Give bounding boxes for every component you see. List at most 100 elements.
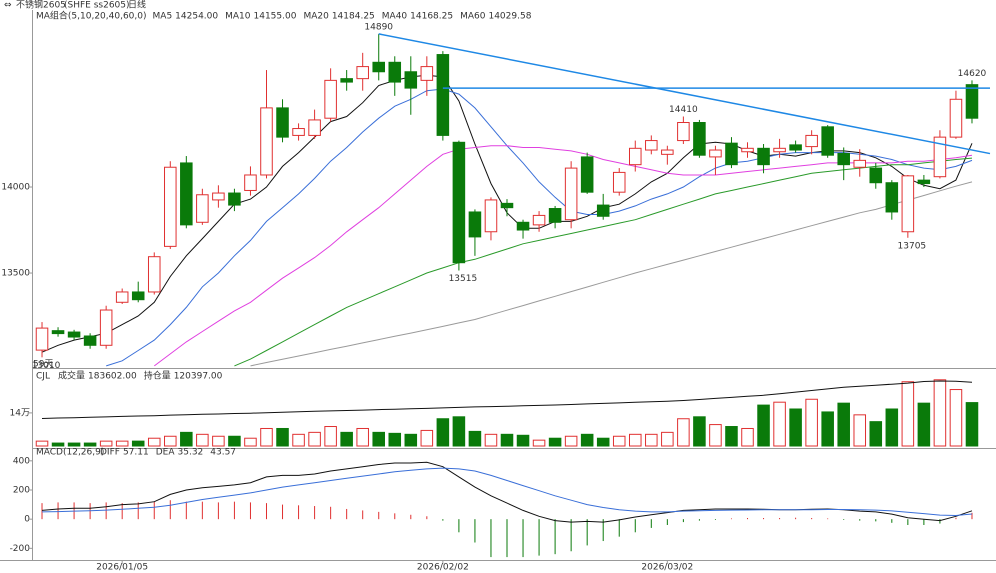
volume-bar — [821, 411, 834, 447]
volume-bar — [196, 433, 209, 447]
macd-bar — [747, 518, 749, 520]
legend-value: 14029.58 — [488, 12, 531, 22]
volume-bar — [580, 433, 594, 447]
volume-bar — [741, 427, 754, 447]
legend-value: 14155.00 — [254, 12, 297, 22]
candle-body — [51, 330, 65, 335]
macd-bar — [971, 512, 973, 520]
macd-bar — [763, 518, 765, 520]
ma-line — [250, 181, 973, 367]
candle-body — [228, 192, 241, 206]
macd-bar — [57, 502, 59, 520]
icon[interactable]: ⇔ — [4, 1, 12, 11]
candle-body — [885, 182, 899, 213]
volume-bar — [564, 435, 578, 447]
macd-bar — [618, 519, 620, 537]
macd-bar — [410, 514, 412, 520]
volume-bar — [965, 402, 979, 447]
candle-body — [853, 159, 867, 168]
macd-bar — [859, 519, 861, 521]
macd-bar — [923, 519, 925, 525]
price-label: 13705 — [898, 241, 927, 251]
macd-bar — [650, 519, 652, 528]
volume-bar — [324, 426, 337, 447]
candle-body — [324, 79, 337, 119]
macd-bar — [121, 503, 123, 520]
y-tick-label: 400 — [13, 456, 30, 466]
candle-body — [580, 156, 594, 193]
volume-bar — [661, 431, 674, 447]
candle-body — [789, 144, 802, 151]
candle-body — [564, 167, 578, 221]
candle-body — [372, 61, 386, 73]
candle-body — [949, 98, 963, 138]
candle-body — [131, 291, 145, 301]
candle-body — [436, 54, 450, 136]
candle-body — [147, 256, 161, 293]
macd-line — [41, 467, 973, 517]
panel-title: MACD(12,26,9) — [36, 448, 104, 458]
legend-label: MA60 — [460, 12, 486, 22]
candle-body — [917, 179, 931, 185]
candle-body — [901, 175, 915, 233]
price-label: 14620 — [958, 69, 987, 79]
x-tick-label: 2026/03/02 — [641, 563, 693, 573]
ma-line — [234, 157, 973, 367]
volume-bar — [420, 429, 434, 447]
legend-label: DIFF — [100, 448, 120, 458]
macd-bar — [891, 519, 893, 523]
candle-body — [420, 66, 434, 81]
macd-bar — [602, 519, 604, 542]
candle-body — [757, 147, 770, 166]
candle-body — [212, 192, 225, 201]
macd-bar — [378, 511, 380, 520]
macd-bar — [474, 519, 476, 543]
candle-body — [260, 107, 273, 176]
title: 不锈钢2605 — [16, 0, 66, 11]
volume-bar — [869, 421, 883, 447]
volume-bar — [164, 435, 177, 447]
legend-value: 14184.25 — [332, 12, 375, 22]
volume-bar — [773, 401, 786, 447]
volume-bar — [404, 433, 418, 447]
candle-body — [933, 136, 947, 178]
volume-bar — [484, 433, 498, 447]
candle-body — [837, 152, 850, 166]
legend-value: 43.57 — [210, 448, 236, 458]
candle-body — [452, 141, 466, 264]
macd-bar — [265, 503, 267, 520]
legend-label: MA5 — [153, 12, 173, 22]
candle-body — [661, 149, 674, 155]
candle-body — [645, 140, 658, 151]
candle-body — [612, 171, 626, 193]
volume-bar — [596, 437, 610, 447]
price-label: 14410 — [669, 105, 698, 115]
volume-bar — [99, 440, 113, 447]
note: 59天 — [33, 360, 53, 370]
volume-bar — [757, 404, 770, 447]
macd-bar — [298, 505, 300, 520]
candle-body — [596, 204, 610, 217]
candle-body — [292, 128, 305, 136]
candle-body — [35, 327, 49, 351]
candle-body — [628, 147, 642, 166]
macd-bar — [522, 519, 524, 558]
candle-body — [83, 335, 97, 346]
legend-label: MA10 — [225, 12, 251, 22]
macd-bar — [827, 518, 829, 520]
macd-bar — [442, 519, 444, 521]
legend-label: MA40 — [382, 12, 408, 22]
candle-body — [340, 78, 353, 83]
macd-bar — [907, 519, 909, 525]
volume-bar — [709, 424, 722, 447]
macd-bar — [634, 519, 636, 533]
y-tick-label: 13500 — [1, 269, 30, 279]
y-tick-label: 14000 — [1, 183, 30, 193]
volume-bar — [292, 433, 305, 447]
volume-bar — [468, 430, 482, 447]
volume-bar — [725, 426, 738, 447]
volume-bar — [885, 408, 899, 447]
candle-body — [516, 221, 530, 231]
macd-bar — [730, 518, 732, 520]
